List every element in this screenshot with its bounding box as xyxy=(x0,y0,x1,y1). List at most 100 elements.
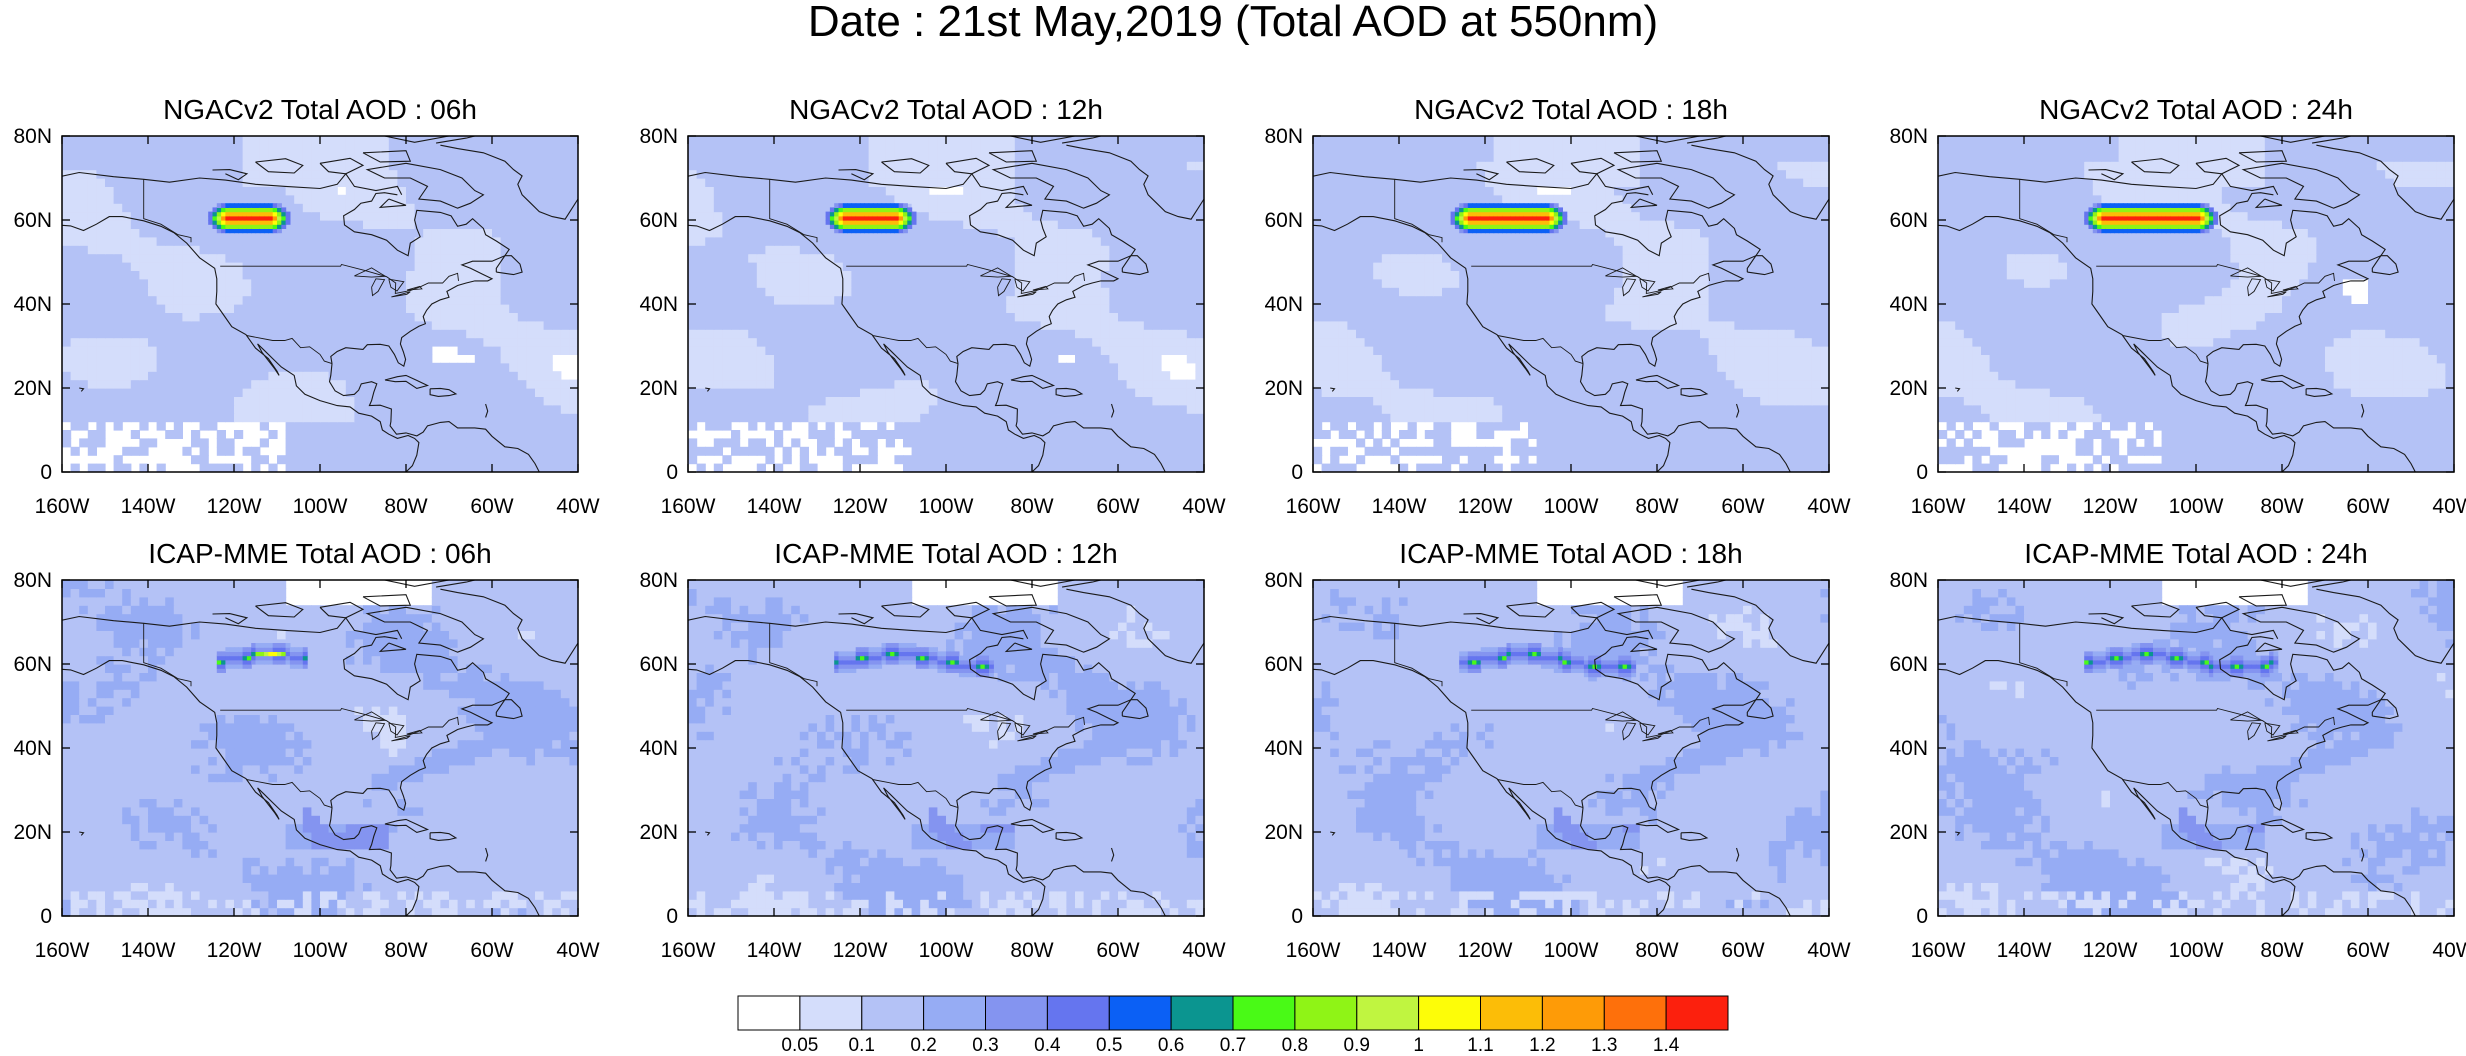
smoke-plume-cell xyxy=(212,215,218,221)
aod-cell xyxy=(96,463,106,472)
aod-cell xyxy=(345,295,355,305)
aod-cell xyxy=(500,270,510,280)
aod-cell xyxy=(688,388,698,397)
aod-cell xyxy=(535,438,545,448)
aod-cell xyxy=(1169,169,1179,179)
aod-cell xyxy=(963,144,973,154)
aod-cell xyxy=(79,194,89,204)
aod-cell xyxy=(825,295,835,305)
aod-cell xyxy=(216,371,226,381)
aod-cell xyxy=(302,346,312,355)
aod-cell xyxy=(363,455,373,465)
aod-cell xyxy=(423,236,433,246)
aod-cell xyxy=(1178,421,1188,431)
aod-cell xyxy=(509,228,519,238)
aod-cell xyxy=(1195,136,1204,145)
aod-cell xyxy=(713,270,723,280)
aod-cell xyxy=(543,161,553,171)
aod-cell xyxy=(277,346,287,355)
aod-cell xyxy=(320,421,330,431)
aod-cell xyxy=(1109,320,1119,330)
aod-cell xyxy=(825,371,835,381)
aod-cell xyxy=(208,178,218,187)
aod-cell xyxy=(483,320,493,330)
aod-cell xyxy=(1066,371,1076,381)
aod-cell xyxy=(1092,312,1102,322)
aod-cell xyxy=(388,304,398,313)
aod-cell xyxy=(345,220,355,229)
aod-cell xyxy=(517,413,527,423)
aod-cell xyxy=(1014,236,1024,246)
aod-cell xyxy=(705,421,715,431)
aod-cell xyxy=(526,236,536,246)
aod-cell xyxy=(1169,203,1179,213)
aod-cell xyxy=(371,236,381,246)
aod-cell xyxy=(1178,379,1188,389)
aod-cell xyxy=(1075,371,1085,381)
aod-cell xyxy=(62,396,72,406)
aod-cell xyxy=(173,379,183,389)
aod-cell xyxy=(285,278,295,288)
aod-cell xyxy=(173,194,183,204)
aod-cell xyxy=(1083,404,1093,414)
aod-cell xyxy=(1023,304,1033,313)
aod-cell xyxy=(182,220,192,229)
smoke-plume-cell xyxy=(277,224,282,229)
aod-cell xyxy=(799,337,809,347)
aod-cell xyxy=(62,253,72,263)
aod-cell xyxy=(817,388,827,397)
aod-cell xyxy=(722,354,732,364)
aod-cell xyxy=(337,203,347,213)
aod-cell xyxy=(1023,337,1033,347)
aod-cell xyxy=(920,337,930,347)
aod-cell xyxy=(449,379,459,389)
aod-cell xyxy=(946,287,956,297)
aod-cell xyxy=(1083,438,1093,448)
aod-cell xyxy=(337,270,347,280)
aod-cell xyxy=(971,320,981,330)
aod-cell xyxy=(989,270,999,280)
aod-cell xyxy=(688,262,698,271)
aod-cell xyxy=(225,404,235,414)
aod-cell xyxy=(920,463,930,472)
aod-cell xyxy=(1075,362,1085,372)
aod-cell xyxy=(363,430,373,439)
aod-cell xyxy=(552,455,562,465)
aod-cell xyxy=(1152,346,1162,355)
aod-cell xyxy=(989,388,999,397)
aod-cell xyxy=(165,304,175,313)
aod-cell xyxy=(139,152,149,162)
aod-cell xyxy=(928,203,938,213)
aod-cell xyxy=(946,295,956,305)
aod-cell xyxy=(989,446,999,456)
aod-cell xyxy=(182,371,192,381)
aod-cell xyxy=(277,455,287,465)
aod-cell xyxy=(765,169,775,179)
aod-cell xyxy=(980,262,990,271)
aod-cell xyxy=(817,169,827,179)
aod-cell xyxy=(705,253,715,263)
smoke-plume-cell xyxy=(864,228,870,234)
aod-cell xyxy=(406,270,416,280)
aod-cell xyxy=(817,152,827,162)
aod-cell xyxy=(552,304,562,313)
aod-cell xyxy=(139,136,149,145)
aod-cell xyxy=(113,312,123,322)
aod-cell xyxy=(328,161,338,171)
aod-cell xyxy=(70,337,80,347)
aod-cell xyxy=(1152,455,1162,465)
aod-cell xyxy=(920,354,930,364)
aod-cell xyxy=(705,136,715,145)
aod-cell xyxy=(543,346,553,355)
aod-cell xyxy=(225,362,235,372)
y-tick-label: 40N xyxy=(1243,738,1303,759)
aod-cell xyxy=(337,337,347,347)
aod-cell xyxy=(423,312,433,322)
aod-cell xyxy=(808,295,818,305)
aod-cell xyxy=(885,304,895,313)
aod-cell xyxy=(225,169,235,179)
aod-cell xyxy=(1135,220,1145,229)
aod-cell xyxy=(1161,228,1171,238)
aod-cell xyxy=(113,463,123,472)
aod-cell xyxy=(782,404,792,414)
